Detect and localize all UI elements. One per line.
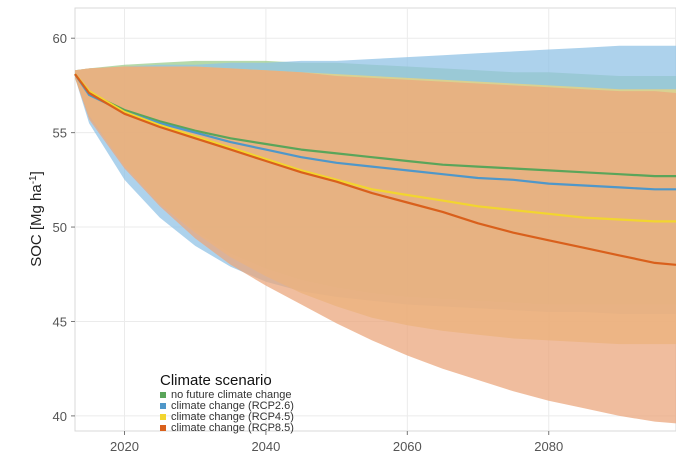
legend-label-series-1: no future climate change [171,389,291,401]
mean-line-series-4 [74,73,676,266]
x-tick-label: 2040 [251,439,280,454]
legend-label-series-2: climate change (RCP2.6) [171,400,294,412]
y-tick-label: 50 [53,220,67,235]
mean-line-series-2 [74,73,676,191]
legend-key-series-2 [160,403,166,409]
x-tick-label: 2020 [110,439,139,454]
y-axis-title-exponent: -1 [28,175,39,184]
x-tick-label: 2080 [534,439,563,454]
legend: Climate scenario no future climate chang… [160,372,294,434]
confidence-bands [75,45,676,424]
y-axis-title: SOC [Mg ha-1] [28,171,46,267]
y-tick-label: 40 [53,409,67,424]
y-tick-label: 55 [53,126,67,141]
legend-key-series-4 [160,425,166,431]
mean-line-series-1 [74,73,676,178]
y-axis-title-main: SOC [Mg ha [28,184,45,267]
y-tick-label: 45 [53,314,67,329]
legend-label-series-4: climate change (RCP8.5) [171,422,294,434]
y-tick-label: 60 [53,31,67,46]
y-axis-ticks: 40 45 50 55 60 [53,31,75,424]
legend-key-series-3 [160,414,166,420]
band-series-4 [75,66,676,424]
legend-label-series-3: climate change (RCP4.5) [171,411,294,423]
mean-line-series-3 [74,73,676,223]
x-axis-ticks: 2020 2040 2060 2080 [110,431,563,454]
y-axis-title-close: ] [28,171,45,175]
x-tick-label: 2060 [393,439,422,454]
legend-title: Climate scenario [160,372,272,389]
mean-lines [74,73,676,266]
legend-key-series-1 [160,392,166,398]
